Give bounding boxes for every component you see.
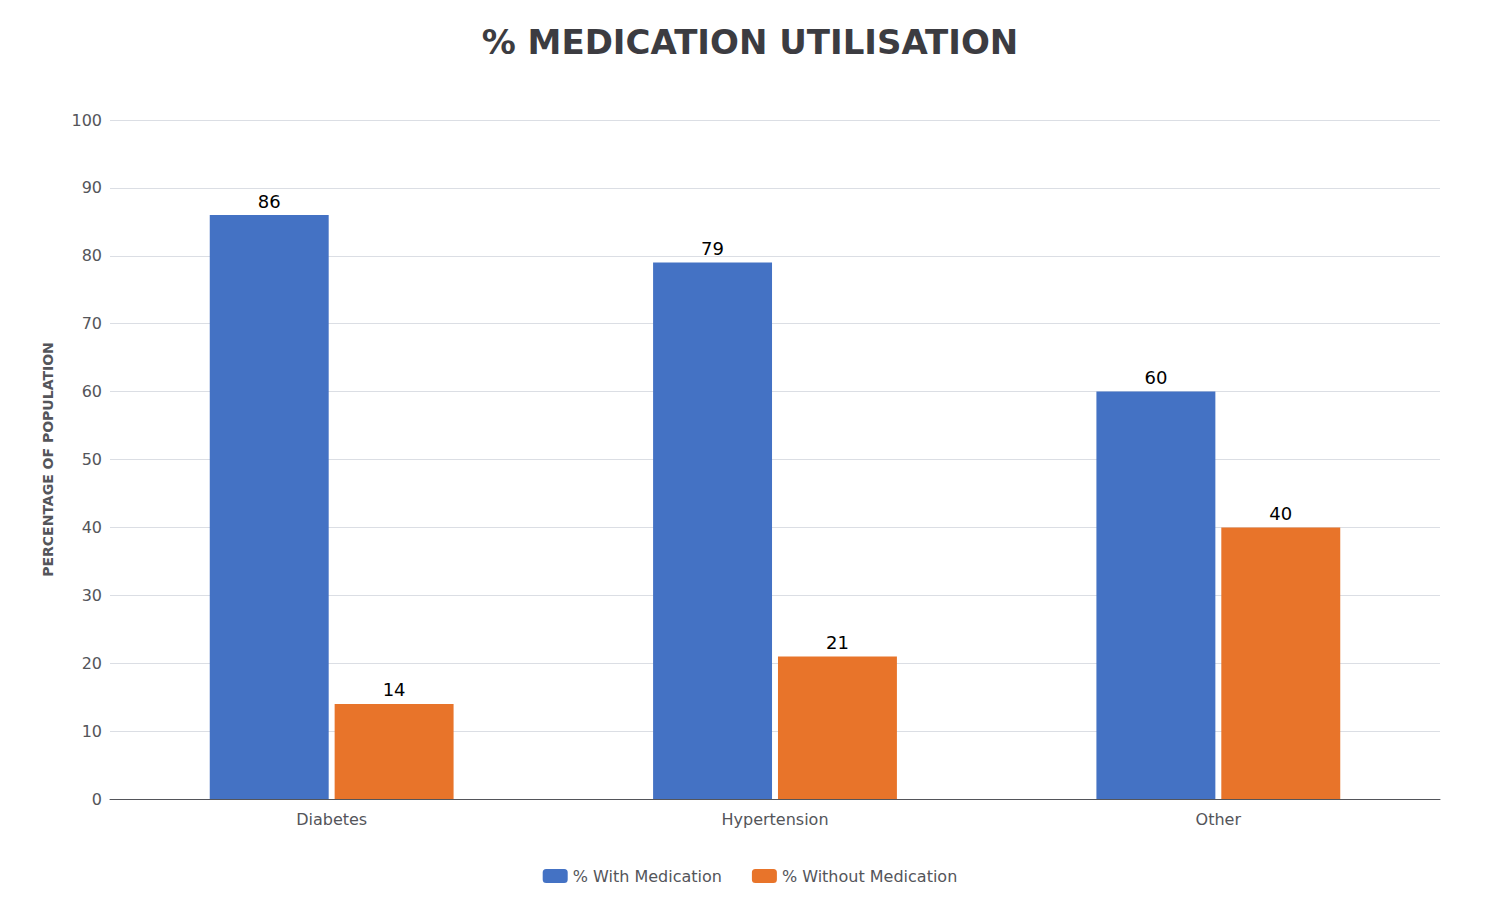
svg-text:Diabetes: Diabetes — [296, 810, 367, 829]
svg-text:90: 90 — [82, 178, 102, 197]
svg-text:Other: Other — [1196, 810, 1242, 829]
svg-text:60: 60 — [1144, 367, 1167, 388]
svg-text:20: 20 — [82, 654, 102, 673]
svg-text:86: 86 — [258, 191, 281, 212]
svg-text:Hypertension: Hypertension — [721, 810, 828, 829]
svg-text:0: 0 — [92, 790, 102, 809]
svg-text:10: 10 — [82, 722, 102, 741]
svg-text:21: 21 — [826, 632, 849, 653]
svg-text:30: 30 — [82, 586, 102, 605]
svg-text:100: 100 — [71, 111, 102, 130]
svg-text:79: 79 — [701, 238, 724, 259]
svg-text:% MEDICATION UTILISATION: % MEDICATION UTILISATION — [482, 22, 1019, 62]
svg-text:80: 80 — [82, 246, 102, 265]
svg-text:14: 14 — [383, 679, 406, 700]
svg-text:60: 60 — [82, 382, 102, 401]
svg-text:70: 70 — [82, 314, 102, 333]
svg-text:% With Medication: % With Medication — [573, 867, 722, 886]
svg-text:PERCENTAGE OF POPULATION: PERCENTAGE OF POPULATION — [40, 342, 56, 577]
svg-text:50: 50 — [82, 450, 102, 469]
svg-text:40: 40 — [82, 518, 102, 537]
svg-text:40: 40 — [1269, 503, 1292, 524]
svg-text:% Without Medication: % Without Medication — [782, 867, 957, 886]
